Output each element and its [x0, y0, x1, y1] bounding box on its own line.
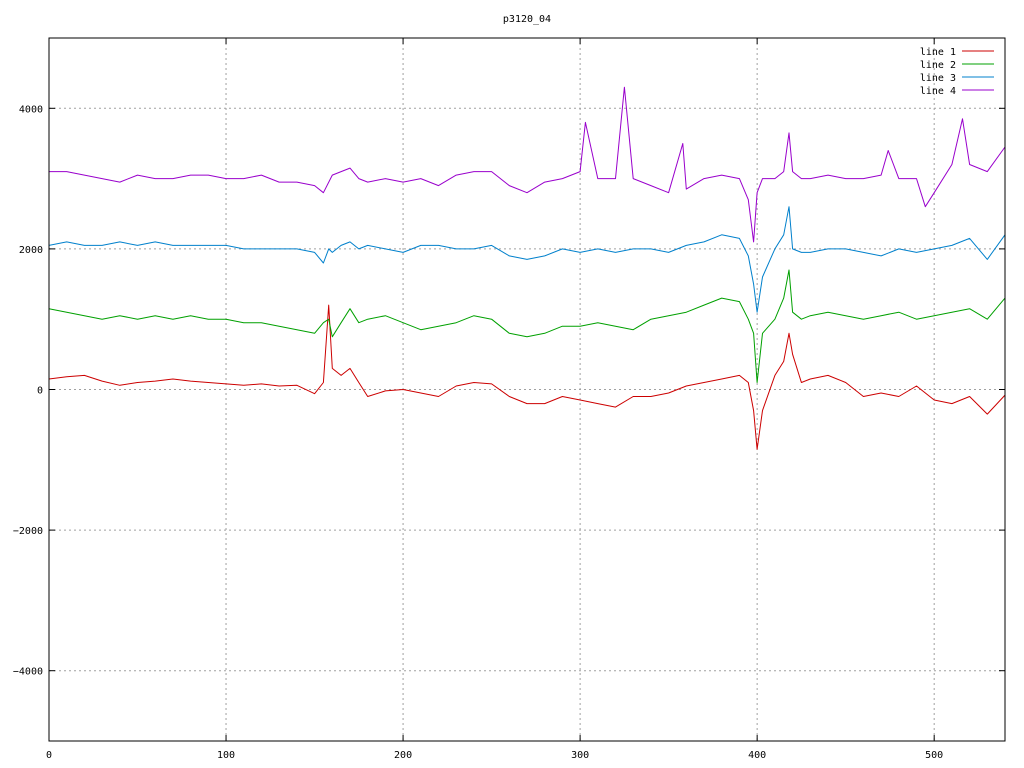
- x-tick-label: 200: [394, 750, 412, 761]
- legend-label-3: line 3: [920, 73, 956, 84]
- x-tick-label: 500: [925, 750, 943, 761]
- legend-label-4: line 4: [920, 86, 956, 97]
- axis-ticks: 0 100 200 300 400 500 −4000 −2000 0 2000 4000: [13, 38, 1005, 761]
- series-line-2: [48, 269, 1006, 383]
- x-tick-label: 100: [217, 750, 235, 761]
- series-line-3: [48, 206, 1006, 313]
- legend: line 1 line 2 line 3 line 4: [920, 47, 994, 97]
- legend-label-2: line 2: [920, 60, 956, 71]
- series-line-4: [49, 86, 1006, 243]
- y-tick-label: −4000: [13, 667, 43, 678]
- series-group: [48, 86, 1006, 450]
- x-tick-label: 400: [748, 750, 766, 761]
- y-tick-label: 4000: [19, 104, 43, 115]
- y-tick-label: −2000: [13, 526, 43, 537]
- series-line-1: [48, 304, 1006, 450]
- y-tick-label: 0: [37, 386, 43, 397]
- chart-title: p3120_04: [503, 14, 551, 25]
- x-tick-label: 0: [46, 750, 52, 761]
- legend-label-1: line 1: [920, 47, 956, 58]
- x-tick-label: 300: [571, 750, 589, 761]
- y-tick-label: 2000: [19, 245, 43, 256]
